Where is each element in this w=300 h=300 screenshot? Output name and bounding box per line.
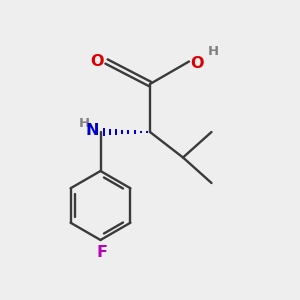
Text: N: N — [85, 123, 99, 138]
Text: H: H — [79, 117, 90, 130]
Text: H: H — [208, 45, 219, 58]
Text: O: O — [190, 56, 204, 70]
Text: O: O — [90, 54, 104, 69]
Text: F: F — [97, 245, 107, 260]
